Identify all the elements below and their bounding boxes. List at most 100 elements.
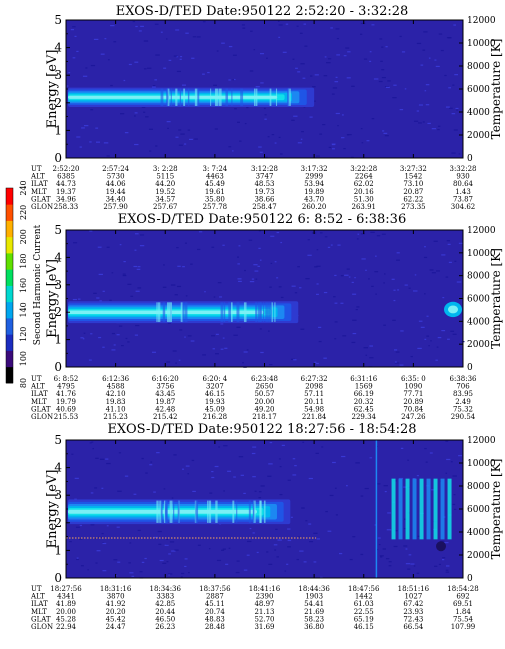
noise-speck (422, 121, 425, 123)
noise-speck (145, 116, 149, 118)
noise-speck (188, 571, 190, 574)
noise-speck (149, 464, 153, 466)
noise-speck (314, 74, 319, 76)
table-cell: 263.91 (352, 203, 377, 211)
table-cell: 31.69 (254, 623, 274, 631)
table-cell: 1442 (355, 593, 373, 601)
noise-speck (181, 84, 186, 86)
noise-speck (254, 270, 259, 272)
energy-band (68, 301, 299, 324)
table-cell: 75.32 (453, 405, 473, 413)
noise-speck (214, 465, 219, 468)
noise-speck (243, 351, 248, 353)
noise-speck (453, 494, 456, 496)
noise-speck (152, 86, 156, 88)
noise-speck (222, 337, 225, 339)
noise-speck (213, 296, 216, 298)
noise-speck (429, 269, 434, 271)
noise-speck (336, 37, 339, 40)
noise-speck (274, 549, 277, 551)
noise-speck (70, 29, 75, 31)
noise-speck (90, 109, 94, 111)
table-cell: 215.42 (153, 413, 178, 421)
noise-speck (123, 79, 126, 82)
noise-speck (388, 565, 392, 567)
y-tick-label: 0 (54, 571, 62, 585)
noise-speck (300, 328, 305, 330)
noise-speck (450, 461, 453, 463)
noise-speck (417, 535, 421, 537)
noise-speck (275, 528, 278, 530)
noise-speck (194, 138, 198, 140)
y-right-tick-label: 6000 (467, 295, 490, 305)
noise-speck (212, 348, 215, 350)
noise-speck (107, 59, 110, 61)
noise-speck (215, 333, 219, 335)
table-cell: 3207 (206, 383, 224, 391)
noise-speck (330, 244, 333, 246)
table-cell: 1.43 (455, 188, 471, 196)
noise-speck (269, 441, 273, 444)
noise-speck (343, 148, 346, 150)
noise-speck (258, 491, 262, 493)
colorbar-tick-label: 220 (19, 205, 28, 220)
table-cell: 24.47 (106, 623, 126, 631)
noise-speck (93, 292, 97, 294)
table-cell: 258.33 (54, 203, 79, 211)
noise-speck (305, 278, 310, 280)
noise-speck (452, 503, 456, 506)
y-right-tick-label: 0 (467, 154, 473, 164)
noise-speck (79, 146, 82, 148)
band-striation (179, 88, 182, 106)
table-row-label: ALT (30, 383, 45, 391)
noise-speck (341, 455, 346, 458)
band-striation (197, 88, 200, 106)
noise-speck (185, 465, 190, 467)
y-right-axis-label: Temperature [K] (489, 459, 503, 560)
noise-speck (76, 557, 79, 559)
table-cell: 1542 (404, 173, 422, 181)
band-striation (208, 500, 212, 523)
noise-speck (442, 296, 445, 299)
panel-3: EXOS-D/TED Date:950122 18:27:56 - 18:54:… (30, 422, 503, 631)
noise-speck (266, 57, 268, 59)
colorbar-segment (6, 204, 13, 221)
table-cell: 2650 (256, 383, 274, 391)
table-cell: 2.49 (455, 398, 471, 406)
noise-speck (426, 335, 430, 337)
y-tick-label: 4 (54, 250, 62, 264)
table-cell: 50.57 (254, 390, 274, 398)
noise-speck (412, 478, 416, 480)
table-cell: 1903 (305, 593, 323, 601)
colorbar: 80 100 120 140 160 180 200 220 240 Second Harmoni… (5, 180, 43, 388)
noise-speck (256, 551, 259, 554)
noise-speck (278, 36, 281, 38)
noise-speck (424, 293, 426, 295)
panels: EXOS-D/TED Date:950122 2:52:20 - 3:32:28… (30, 4, 503, 631)
band-striation (215, 500, 218, 523)
noise-speck (418, 320, 423, 322)
noise-speck (349, 558, 353, 561)
y-right-tick-label: 6000 (467, 85, 490, 95)
noise-speck (383, 485, 388, 487)
noise-speck (246, 349, 249, 351)
noise-speck (377, 537, 381, 539)
noise-speck (88, 359, 92, 361)
table-cell: 3:12:28 (251, 165, 278, 173)
table-cell: 62.45 (354, 405, 374, 413)
edge-line (375, 440, 378, 578)
noise-speck (351, 281, 354, 284)
y-tick-label: 3 (54, 488, 62, 502)
noise-speck (324, 236, 328, 238)
table-cell: 3:22:28 (350, 165, 377, 173)
noise-speck (396, 259, 400, 261)
y-right-tick-label: 2000 (467, 551, 490, 561)
noise-speck (422, 49, 426, 51)
noise-speck (455, 107, 459, 110)
table-row-label: UT (31, 165, 42, 173)
band-striation (243, 302, 247, 323)
noise-speck (338, 552, 343, 555)
noise-speck (243, 569, 248, 571)
noise-speck (133, 265, 137, 268)
band-striation (210, 88, 212, 106)
